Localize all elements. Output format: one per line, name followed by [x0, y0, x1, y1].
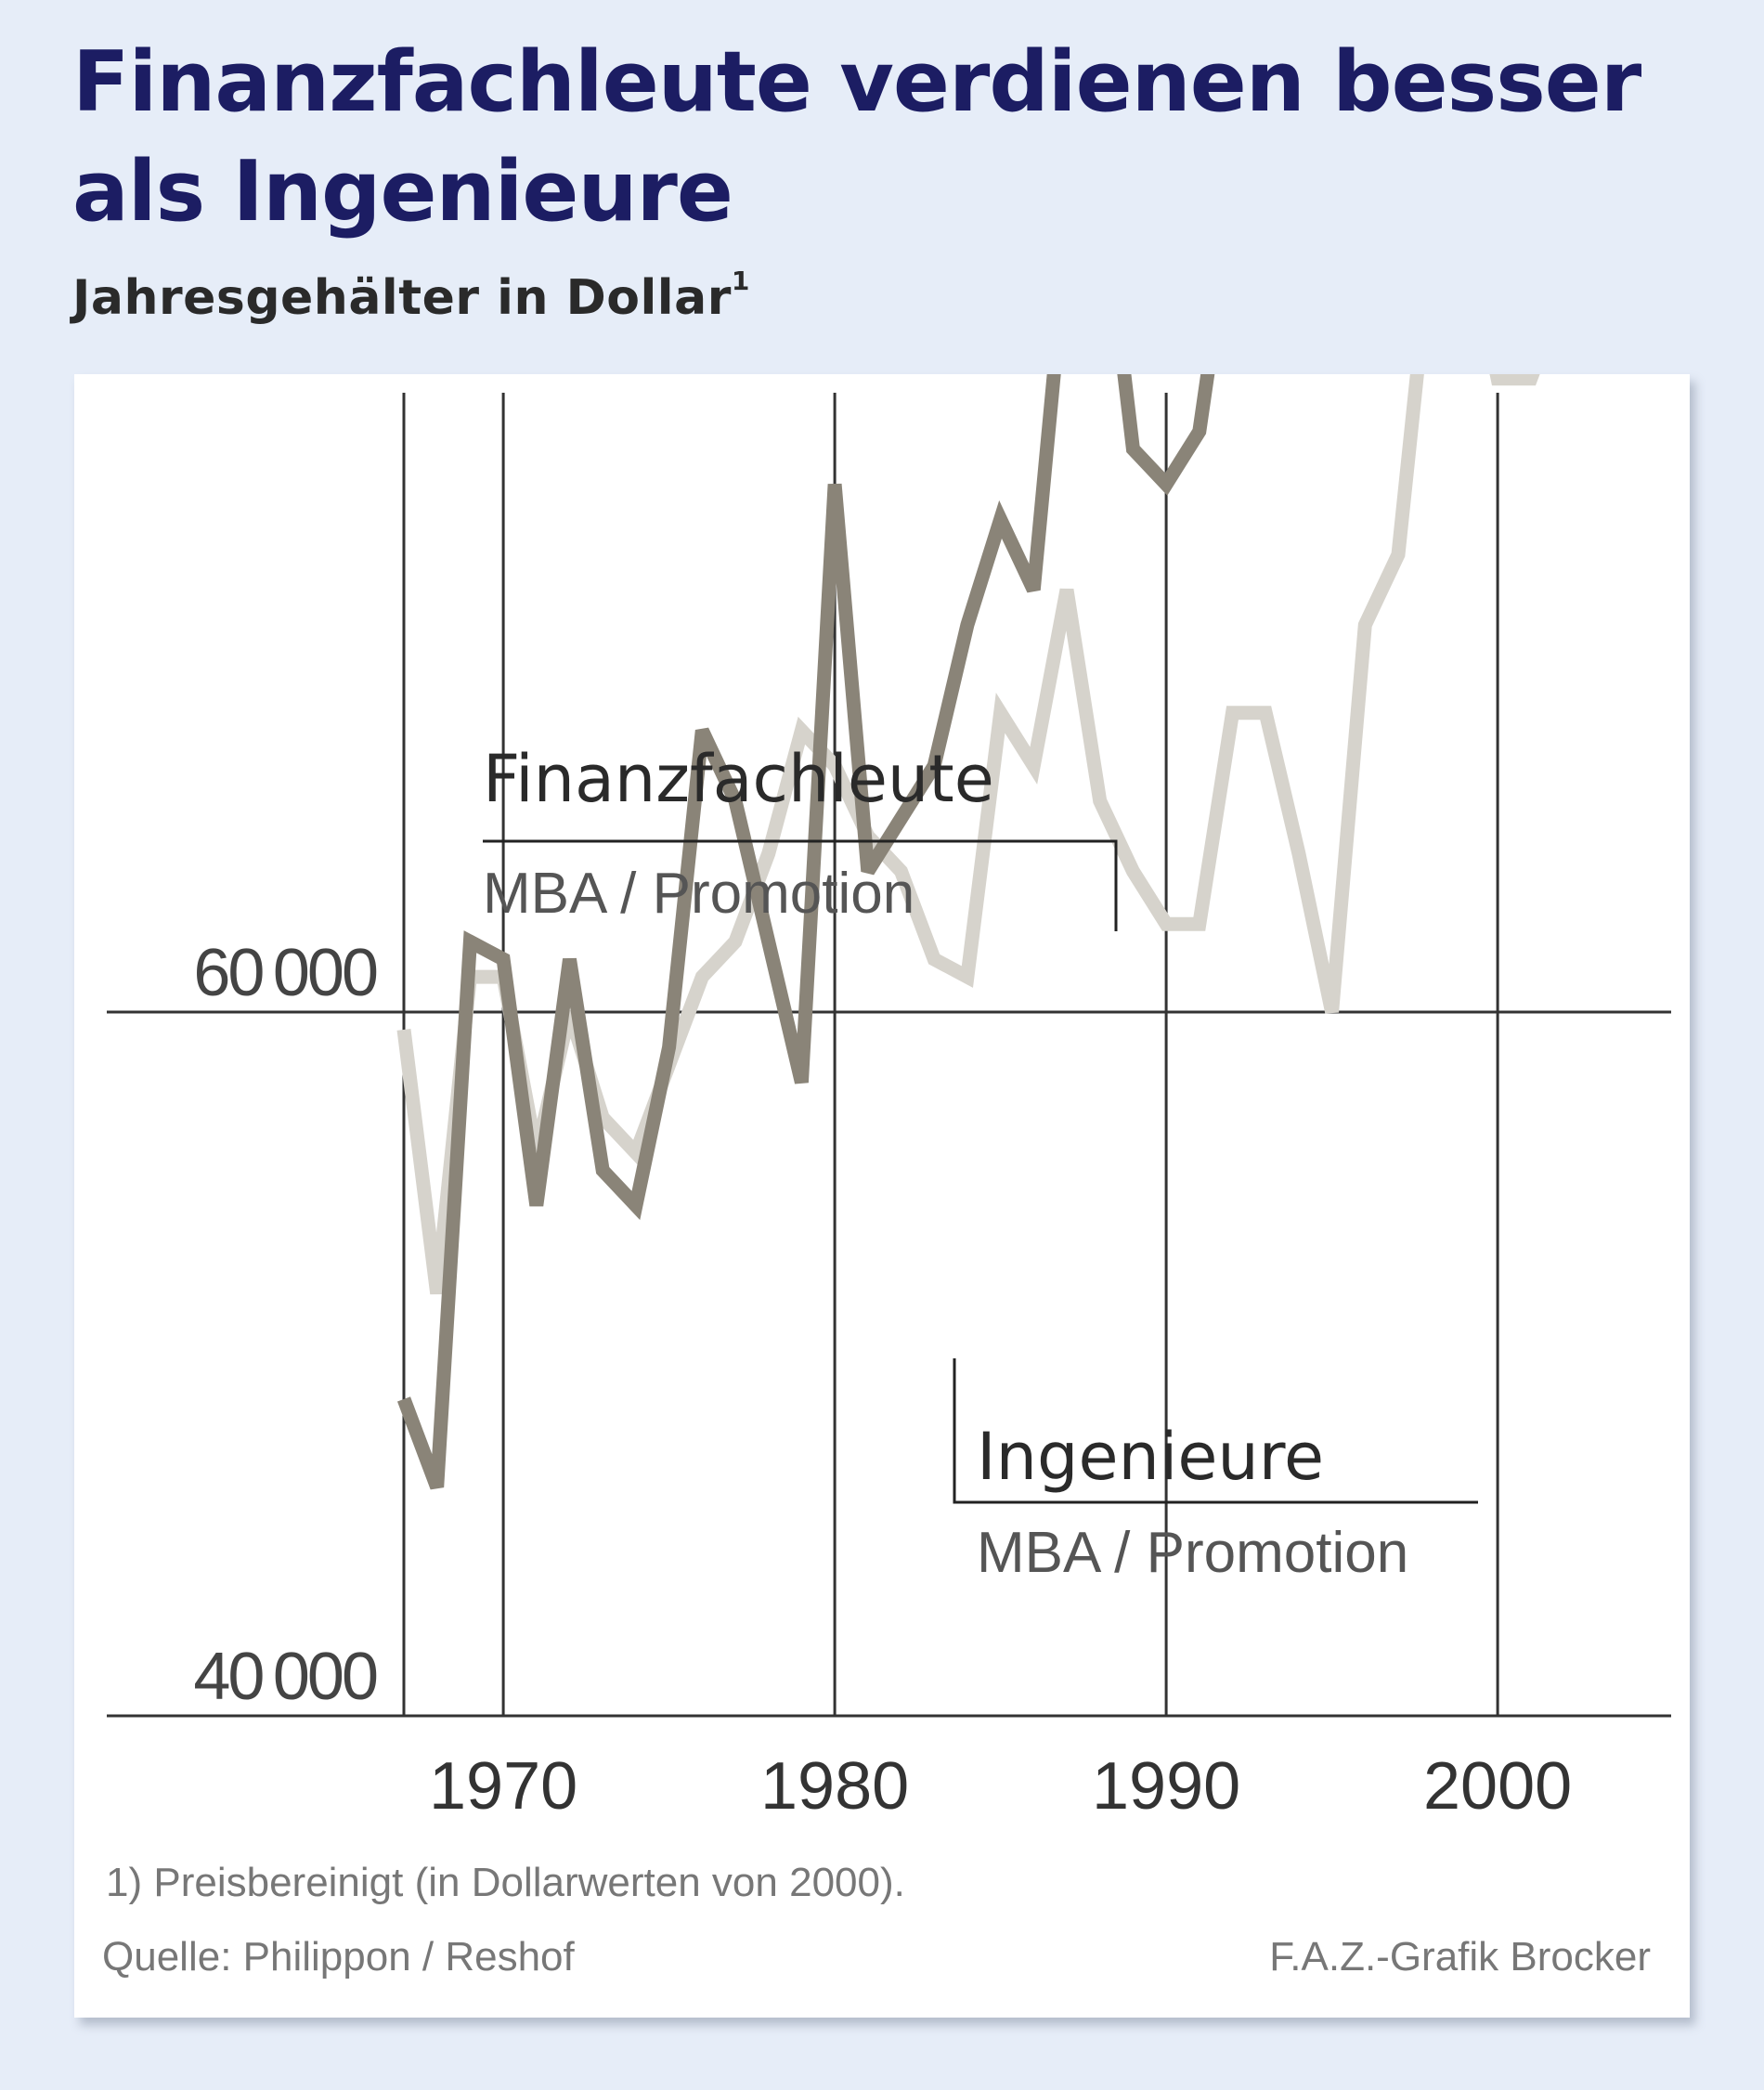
x-axis-tick-labels: 1970 1980 1990 2000: [429, 1749, 1572, 1824]
y-tick-label: 60 000: [193, 936, 377, 1010]
series-sublabel-finanzfachleute: MBA / Promotion: [483, 862, 914, 926]
footnote: 1) Preisbereinigt (in Dollarwerten von 2…: [106, 1860, 905, 1905]
chart-subtitle: Jahresgehälter in Dollar1: [72, 266, 750, 326]
series-label-ingenieure: Ingenieure: [977, 1419, 1324, 1495]
chart-subtitle-text: Jahresgehälter in Dollar: [72, 270, 732, 326]
y-tick-label: 40 000: [193, 1640, 377, 1714]
chart-title: Finanzfachleute verdienen besser als Ing…: [72, 28, 1725, 247]
line-chart: Finanzfachleute MBA / Promotion Ingenieure…: [107, 374, 1671, 1824]
graphic-credit: F.A.Z.-Grafik Brocker: [1269, 1934, 1651, 1980]
x-tick-label: 2000: [1423, 1749, 1572, 1824]
horizontal-gridlines: [107, 1010, 1671, 1718]
leader-line-finanzfachleute: [483, 839, 1118, 931]
x-tick-label: 1990: [1092, 1749, 1240, 1824]
x-tick-label: 1980: [760, 1749, 909, 1824]
series-annotations: Finanzfachleute MBA / Promotion Ingenieure…: [483, 741, 1478, 1585]
chart-panel: Finanzfachleute MBA / Promotion Ingenieure…: [74, 374, 1690, 2018]
source-note: Quelle: Philippon / Reshof: [102, 1934, 575, 1980]
series-line-ingenieure: [396, 374, 1540, 1295]
chart-title-line-1: Finanzfachleute verdienen besser: [72, 33, 1641, 131]
series-line-finanzfachleute: [396, 374, 1215, 1490]
series-layer: [396, 374, 1540, 1490]
leader-line-ingenieure: [953, 1358, 1478, 1504]
chart-title-line-2: als Ingenieure: [72, 143, 733, 240]
series-label-finanzfachleute: Finanzfachleute: [483, 741, 994, 817]
x-tick-label: 1970: [429, 1749, 577, 1824]
vertical-gridlines: [402, 393, 1499, 1716]
footnote-marker: 1: [731, 266, 750, 296]
series-sublabel-ingenieure: MBA / Promotion: [977, 1521, 1408, 1585]
